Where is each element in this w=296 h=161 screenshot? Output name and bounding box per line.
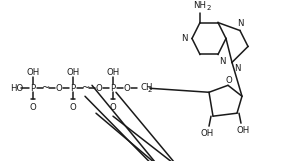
Text: N: N [237, 19, 243, 28]
Text: CH: CH [141, 83, 154, 92]
Text: ~: ~ [82, 83, 90, 93]
Text: O: O [70, 103, 76, 112]
Text: ~: ~ [42, 83, 50, 93]
Text: O: O [124, 84, 130, 93]
Text: OH: OH [26, 68, 40, 77]
Text: O: O [96, 84, 102, 93]
Text: 2: 2 [148, 87, 152, 93]
Text: 2: 2 [207, 5, 211, 11]
Text: N: N [219, 57, 226, 66]
Text: P: P [30, 84, 36, 93]
Text: O: O [56, 84, 62, 93]
Text: P: P [70, 84, 75, 93]
Text: N: N [181, 34, 188, 43]
Text: P: P [110, 84, 115, 93]
Text: OH: OH [66, 68, 80, 77]
Text: N: N [234, 64, 240, 73]
Text: HO: HO [10, 84, 23, 93]
Text: NH: NH [194, 1, 207, 10]
Text: OH: OH [200, 129, 214, 138]
Text: OH: OH [237, 126, 250, 135]
Text: O: O [30, 103, 36, 112]
Text: O: O [226, 76, 232, 85]
Text: OH: OH [106, 68, 120, 77]
Text: O: O [110, 103, 116, 112]
